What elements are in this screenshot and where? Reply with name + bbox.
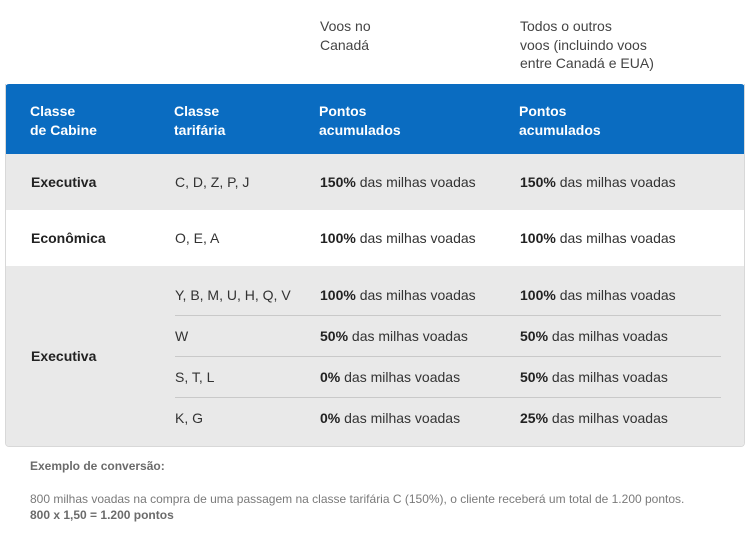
fare-class-cell: S, T, L — [175, 368, 215, 385]
percent-suffix: das milhas voadas — [355, 286, 476, 303]
percent-value: 0% — [320, 368, 341, 385]
percent-value: 0% — [320, 409, 341, 426]
points-canada-cell: 0% das milhas voadas — [320, 369, 460, 385]
header-classe-tarifaria-line2: tarifária — [174, 121, 226, 138]
percent-suffix: das milhas voadas — [548, 368, 668, 385]
earning-table: Classe de Cabine Classe tarifária Pontos… — [5, 84, 745, 447]
fare-class-cell: O, E, A — [175, 230, 220, 246]
table-subrow: K, G 0% das milhas voadas 25% das milhas… — [175, 397, 721, 438]
points-canada-cell: 0% das milhas voadas — [320, 410, 460, 426]
table-row: Econômica O, E, A 100% das milhas voadas… — [6, 210, 744, 266]
header-classe-cabine: Classe de Cabine — [30, 102, 140, 139]
points-outros-cell: 50% das milhas voadas — [520, 328, 668, 344]
header-pontos-canada: Pontos acumulados — [319, 102, 439, 139]
header-classe-cabine-line2: de Cabine — [30, 121, 97, 138]
points-outros-cell: 100% das milhas voadas — [520, 287, 676, 303]
percent-value: 150% — [320, 174, 356, 190]
header-classe-tarifaria: Classe tarifária — [174, 102, 284, 139]
header-outros-line2: voos (incluindo voos — [520, 36, 647, 53]
header-pontos-outros-line2: acumulados — [519, 121, 601, 138]
header-pontos-canada-line2: acumulados — [319, 121, 401, 138]
fare-class-cell: W — [175, 327, 189, 344]
conversion-example: Exemplo de conversão: 800 milhas voadas … — [30, 459, 745, 523]
percent-suffix: das milhas voadas — [555, 230, 676, 246]
header-pontos-outros: Pontos acumulados — [519, 102, 639, 139]
percent-value: 150% — [520, 174, 556, 190]
conversion-example-calc: 800 x 1,50 = 1.200 pontos — [30, 508, 174, 522]
conversion-example-text: 800 milhas voadas na compra de uma passa… — [30, 492, 685, 506]
points-canada-cell: 100% das milhas voadas — [320, 287, 476, 303]
cabin-class-cell: Econômica — [31, 230, 106, 246]
table-row: Executiva C, D, Z, P, J 150% das milhas … — [6, 154, 744, 210]
points-outros-cell: 50% das milhas voadas — [520, 369, 668, 385]
percent-suffix: das milhas voadas — [355, 174, 476, 190]
points-outros-cell: 150% das milhas voadas — [520, 174, 676, 190]
points-outros-cell: 100% das milhas voadas — [520, 230, 676, 246]
fare-class-cell: K, G — [175, 409, 204, 426]
points-canada-cell: 100% das milhas voadas — [320, 230, 476, 246]
percent-value: 50% — [320, 327, 349, 344]
percent-suffix: das milhas voadas — [548, 327, 668, 344]
percent-value: 50% — [520, 327, 549, 344]
points-outros-cell: 25% das milhas voadas — [520, 410, 668, 426]
percent-value: 25% — [520, 409, 549, 426]
percent-suffix: das milhas voadas — [340, 409, 461, 426]
header-voos-canada: Voos no Canadá — [320, 17, 440, 54]
percent-suffix: das milhas voadas — [555, 174, 676, 190]
percent-suffix: das milhas voadas — [555, 286, 676, 303]
header-outros-line3: entre Canadá e EUA) — [520, 55, 654, 71]
cabin-class-cell: Executiva — [31, 174, 97, 190]
column-group-headers: Voos no Canadá Todos o outros voos (incl… — [5, 0, 745, 84]
points-canada-cell: 50% das milhas voadas — [320, 328, 468, 344]
header-pontos-outros-line1: Pontos — [519, 103, 567, 119]
percent-value: 100% — [520, 230, 556, 246]
points-canada-cell: 150% das milhas voadas — [320, 174, 476, 190]
percent-value: 50% — [520, 368, 549, 385]
table-subrow: Y, B, M, U, H, Q, V 100% das milhas voad… — [175, 274, 721, 316]
header-voos-canada-line1: Voos no — [320, 18, 371, 34]
percent-value: 100% — [320, 230, 356, 246]
percent-value: 100% — [520, 286, 556, 303]
conversion-example-title: Exemplo de conversão: — [30, 459, 165, 473]
table-header: Classe de Cabine Classe tarifária Pontos… — [6, 84, 744, 154]
percent-suffix: das milhas voadas — [548, 409, 668, 426]
cabin-class-cell: Executiva — [31, 348, 97, 364]
header-pontos-canada-line1: Pontos — [319, 103, 367, 119]
table-row-group: Executiva Y, B, M, U, H, Q, V 100% das m… — [6, 266, 744, 446]
percent-suffix: das milhas voadas — [355, 230, 476, 246]
percent-value: 100% — [320, 286, 356, 303]
percent-suffix: das milhas voadas — [340, 368, 461, 385]
header-voos-canada-line2: Canadá — [320, 36, 370, 53]
table-subrow: W 50% das milhas voadas 50% das milhas v… — [175, 315, 721, 357]
table-subrow: S, T, L 0% das milhas voadas 50% das mil… — [175, 356, 721, 398]
fare-class-cell: C, D, Z, P, J — [175, 174, 250, 190]
header-classe-tarifaria-line1: Classe — [174, 103, 220, 119]
earning-table-section: Voos no Canadá Todos o outros voos (incl… — [5, 0, 745, 447]
fare-class-cell: Y, B, M, U, H, Q, V — [175, 286, 291, 303]
header-classe-cabine-line1: Classe — [30, 103, 76, 119]
percent-suffix: das milhas voadas — [348, 327, 468, 344]
header-outros-line1: Todos o outros — [520, 18, 612, 34]
header-outros-voos: Todos o outros voos (incluindo voos entr… — [520, 17, 690, 73]
